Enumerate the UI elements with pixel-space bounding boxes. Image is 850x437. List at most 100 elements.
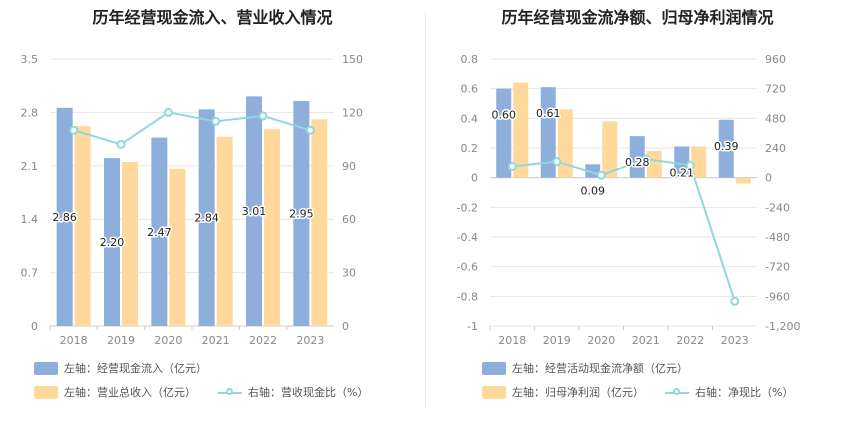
y-right-tick-label: -1,200 <box>765 320 800 333</box>
legend-swatch-orange <box>34 385 58 399</box>
data-label: 0.61 <box>536 107 561 120</box>
bar-series-2 <box>169 168 186 326</box>
y-right-tick-label: 120 <box>342 106 363 119</box>
y-right-tick-label: 720 <box>765 83 786 96</box>
chart-title: 历年经营现金流入、营业收入情况 <box>92 8 333 27</box>
y-right-tick-label: 960 <box>765 53 786 66</box>
legend-item-net-cash-ratio[interactable]: 右轴：净现比（%） <box>665 384 793 400</box>
y-right-tick-label: 60 <box>342 213 356 226</box>
line-series-ratio <box>512 158 736 302</box>
legend-item-ratio[interactable]: 右轴：营收现金比（%） <box>218 384 368 400</box>
line-series-ratio <box>73 111 311 146</box>
legend-item-cash-inflow[interactable]: 左轴：经营现金流入（亿元） <box>34 360 207 376</box>
line-point <box>730 296 740 306</box>
y-left-tick-label: 2.1 <box>21 160 39 173</box>
chart-panel-net-cashflow: 历年经营现金流净额、归母净利润情况 -1 -1,200 -0.8 -960 -0.6 -7… <box>425 0 850 437</box>
line-point <box>211 116 221 126</box>
x-tick-label: 2022 <box>676 334 704 347</box>
bar-series-1 <box>540 87 556 178</box>
line-point <box>552 157 562 167</box>
legend-label: 左轴：营业总收入（亿元） <box>64 386 196 399</box>
y-left-tick-label: 0.7 <box>21 267 39 280</box>
legend-swatch-orange <box>482 385 506 399</box>
legend-swatch-blue <box>34 361 58 375</box>
chart-svg-cashflow-inflow: 0 0 0.7 30 1.4 60 2.1 90 2.8 120 3.5 150 2018 2019 202… <box>21 53 364 347</box>
bar-series-2 <box>264 129 280 326</box>
x-tick-label: 2018 <box>60 334 88 347</box>
line-point <box>507 162 517 172</box>
legend-item-revenue[interactable]: 左轴：营业总收入（亿元） <box>34 384 196 400</box>
x-tick-label: 2023 <box>721 334 749 347</box>
line-point <box>641 154 651 164</box>
data-label: 0.39 <box>714 140 739 153</box>
legend-item-net-profit[interactable]: 左轴：归母净利润（亿元） <box>482 384 644 400</box>
data-label: 2.20 <box>100 236 125 249</box>
data-label: 2.84 <box>194 212 219 225</box>
chart-svg-net-cashflow: -1 -1,200 -0.8 -960 -0.6 -720 -0.4 -480 -0.2 -240… <box>457 53 801 347</box>
x-tick-label: 2020 <box>154 334 182 347</box>
bar-series-2 <box>311 119 328 326</box>
bar-series-1 <box>718 119 734 178</box>
x-tick-label: 2021 <box>202 334 230 347</box>
line-point <box>305 125 315 135</box>
bar-series-2 <box>602 121 618 178</box>
y-right-tick-label: 30 <box>342 267 356 280</box>
bar-series-2 <box>557 109 573 178</box>
data-label: 0.21 <box>670 167 695 180</box>
y-left-tick-label: 2.8 <box>21 106 39 119</box>
y-right-tick-label: -720 <box>765 261 790 274</box>
y-right-tick-label: -960 <box>765 290 790 303</box>
y-left-tick-label: 0.6 <box>461 83 479 96</box>
x-tick-label: 2021 <box>632 334 660 347</box>
y-left-tick-label: 0.8 <box>461 53 479 66</box>
legend-label: 右轴：营收现金比（%） <box>248 386 369 399</box>
y-left-tick-label: 3.5 <box>21 53 39 66</box>
line-point <box>258 111 268 121</box>
y-right-tick-label: 150 <box>342 53 363 66</box>
bar-series-1 <box>198 109 215 326</box>
data-label: 0.28 <box>625 156 650 169</box>
bar-series-1 <box>151 137 168 326</box>
y-right-tick-label: 0 <box>765 172 772 185</box>
y-right-tick-label: -480 <box>765 231 790 244</box>
data-label: 3.01 <box>242 205 267 218</box>
legend-swatch-blue <box>482 361 506 375</box>
data-label: 0.60 <box>492 109 517 122</box>
chart-panel-cashflow-inflow: 历年经营现金流入、营业收入情况 0 0 0.7 30 1.4 60 2.1 90 2.8 120 3… <box>21 8 369 400</box>
x-tick-label: 2022 <box>249 334 277 347</box>
y-right-tick-label: 90 <box>342 160 356 173</box>
legend-label: 左轴：归母净利润（亿元） <box>512 386 644 399</box>
chart-title: 历年经营现金流净额、归母净利润情况 <box>501 8 774 27</box>
legend-item-net-cashflow[interactable]: 左轴：经营活动现金流净额（亿元） <box>482 360 688 376</box>
bar-series-2 <box>513 82 529 178</box>
bar-series-2 <box>691 146 707 178</box>
data-label: 2.95 <box>289 207 314 220</box>
legend-swatch-line <box>665 386 689 399</box>
bar-series-2 <box>646 150 662 178</box>
y-left-tick-label: 0 <box>471 172 478 185</box>
x-tick-label: 2018 <box>498 334 526 347</box>
bar-series-1 <box>104 158 120 326</box>
data-label: 2.86 <box>52 211 77 224</box>
bar-series-1 <box>56 107 73 326</box>
y-left-tick-label: -1 <box>467 320 478 333</box>
y-left-tick-label: -0.4 <box>457 231 478 244</box>
x-tick-label: 2019 <box>543 334 571 347</box>
y-right-tick-label: 0 <box>342 320 349 333</box>
y-left-tick-label: 0 <box>31 320 38 333</box>
bar-series-2 <box>122 161 138 326</box>
y-right-tick-label: 480 <box>765 112 786 125</box>
bar-series-2 <box>735 177 751 184</box>
y-left-tick-label: 1.4 <box>21 213 39 226</box>
x-tick-label: 2023 <box>296 334 324 347</box>
line-point <box>69 125 79 135</box>
line-point <box>596 170 606 180</box>
y-left-tick-label: -0.2 <box>457 201 478 214</box>
line-point <box>116 139 126 149</box>
x-tick-label: 2019 <box>107 334 135 347</box>
legend-label: 左轴：经营活动现金流净额（亿元） <box>512 362 688 375</box>
x-tick-label: 2020 <box>587 334 615 347</box>
y-left-tick-label: 0.2 <box>461 142 479 155</box>
data-label: 0.09 <box>581 184 606 197</box>
y-right-tick-label: -240 <box>765 201 790 214</box>
